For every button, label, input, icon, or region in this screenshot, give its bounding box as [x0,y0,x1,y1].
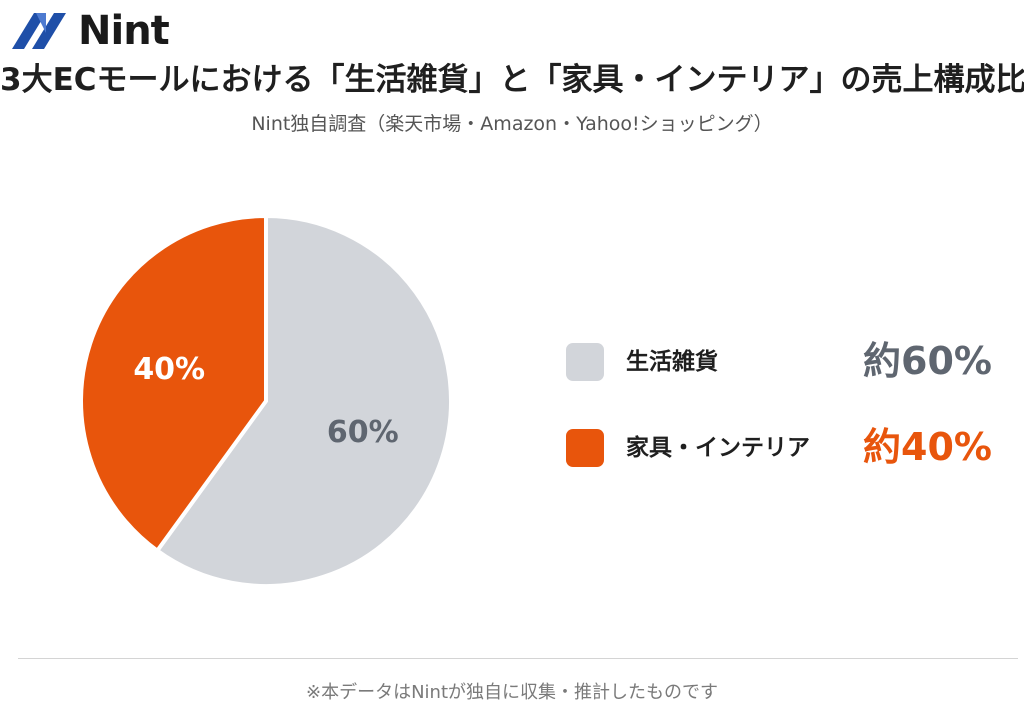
chart-title: 3大ECモールにおける「生活雑貨」と「家具・インテリア」の売上構成比 [0,62,1024,98]
legend-value-zakka: 約60% [863,339,992,383]
legend-label-furniture: 家具・インテリア [626,435,810,461]
legend-label-zakka: 生活雑貨 [626,349,718,375]
legend: 生活雑貨 約60% 家具・インテリア 約40% [563,335,1013,507]
legend-item-zakka: 生活雑貨 約60% [563,335,1013,387]
legend-swatch-furniture [566,429,604,467]
logo-text: Nint [78,8,170,54]
pie-slice-zakka [155,214,453,588]
nint-logo-icon [12,13,66,49]
footer-divider [18,658,1018,659]
brand-logo: Nint [10,8,170,54]
pie-label-furniture: 40% [133,352,205,387]
legend-swatch-zakka [566,343,604,381]
pie-slice-furniture [79,214,268,553]
footnote: ※本データはNintが独自に収集・推計したものです [305,682,718,703]
legend-value-furniture: 約40% [863,425,992,469]
legend-item-furniture: 家具・インテリア 約40% [563,421,1013,473]
chart-subtitle: Nint独自調査（楽天市場・Amazon・Yahoo!ショッピング） [251,113,773,135]
pie-label-zakka: 60% [327,415,399,450]
